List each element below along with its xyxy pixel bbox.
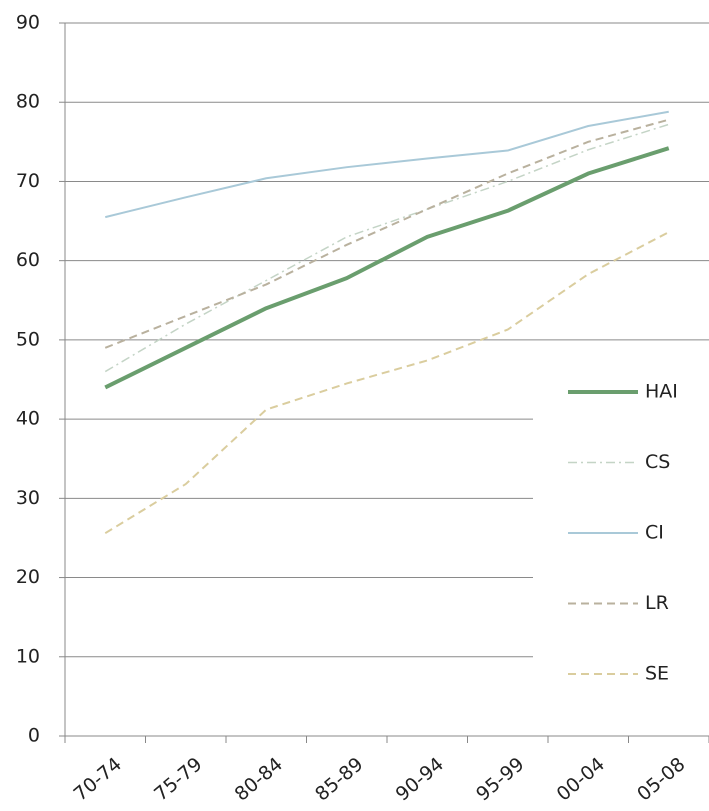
y-tick-label: 70 [16,170,40,192]
y-tick-label: 60 [16,249,40,271]
y-tick-label: 0 [28,725,40,747]
x-tick-label: 95-99 [472,753,528,805]
series-line [104,146,670,390]
legend-label: SE [645,663,669,685]
legend-label: CI [645,522,664,544]
x-tick-label: 90-94 [392,753,448,805]
legend-label: HAI [645,381,678,403]
y-tick-label: 90 [16,12,40,34]
y-tick-label: 30 [16,487,40,509]
y-tick-label: 20 [16,566,40,588]
series-line [104,118,670,349]
series-line [104,231,670,535]
x-tick-label: 00-04 [553,753,609,805]
x-tick-label: 80-84 [231,753,287,805]
x-tick-label: 70-74 [70,753,126,805]
x-tick-label: 75-79 [150,753,206,805]
series-line [105,110,669,219]
y-tick-label: 80 [16,91,40,113]
y-tick-label: 10 [16,645,40,667]
legend-label: CS [645,451,670,473]
legend: HAI CS CI LR SE [533,345,709,721]
y-tick-label: 40 [16,408,40,430]
x-tick-label: 05-08 [633,753,689,805]
legend-label: LR [645,592,669,614]
x-tick-label: 85-89 [311,753,367,805]
series-line [104,123,669,373]
y-tick-label: 50 [16,328,40,350]
